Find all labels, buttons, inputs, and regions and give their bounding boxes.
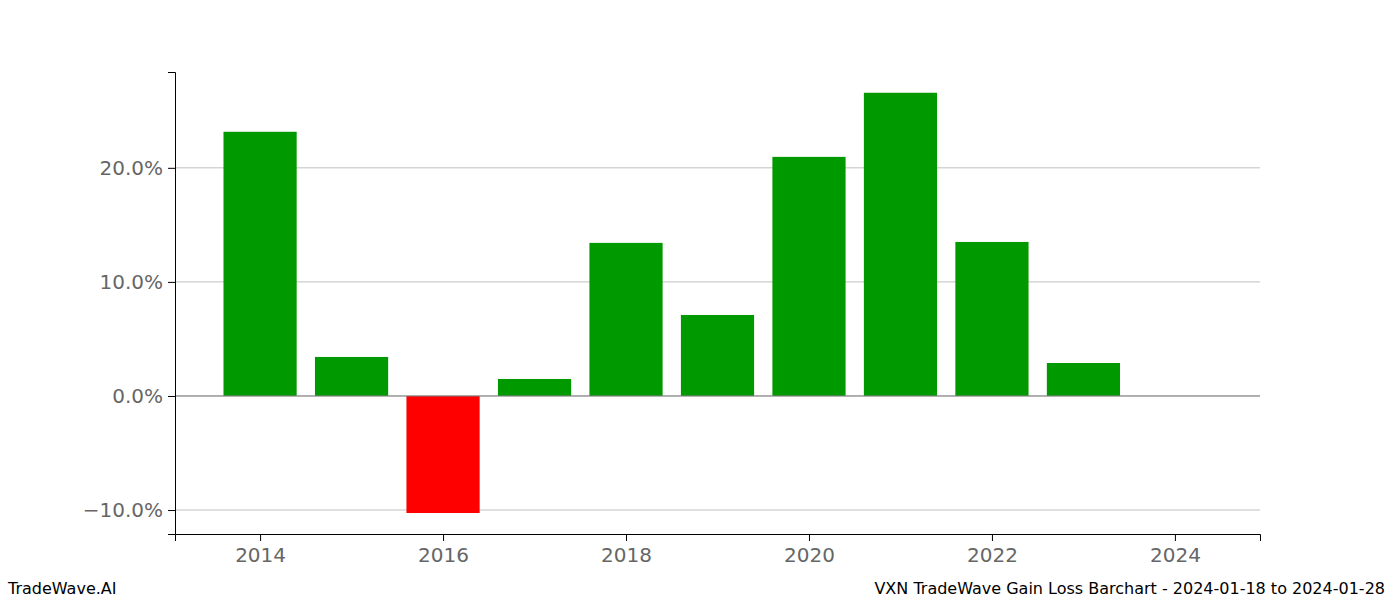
grid-line [175, 510, 1260, 511]
zero-line [175, 395, 1260, 396]
x-tick: 2020 [784, 534, 835, 567]
x-tick-label: 2024 [1150, 543, 1201, 567]
x-tick-label: 2016 [418, 543, 469, 567]
y-tick: 20.0% [99, 156, 175, 180]
bar [315, 357, 388, 396]
x-axis: 2014 2016 2018 2020 2022 2024 [176, 534, 1261, 567]
bar [1047, 363, 1120, 396]
y-axis-line [168, 73, 176, 535]
y-tick-mark [168, 510, 175, 511]
grid-line [175, 281, 1260, 282]
y-tick-label: −10.0% [83, 498, 163, 522]
y-tick-label: 0.0% [112, 384, 163, 408]
bar [772, 157, 845, 396]
x-tick: 2014 [235, 534, 286, 567]
y-tick-mark [168, 282, 175, 283]
x-tick-mark [809, 534, 810, 541]
x-tick: 2018 [601, 534, 652, 567]
x-tick-mark [626, 534, 627, 541]
grid-line [175, 395, 1260, 396]
y-tick-mark [168, 396, 175, 397]
title: VXN TradeWave Gain Loss Barchart - 2024-… [874, 579, 1385, 598]
y-tick-label: 10.0% [99, 270, 163, 294]
annotation: TradeWave.AI [7, 579, 116, 598]
y-tick: −10.0% [83, 498, 175, 522]
grid [175, 168, 1260, 510]
x-tick-label: 2018 [601, 543, 652, 567]
bar [223, 132, 296, 396]
y-axis: −10.0% 0.0% 10.0% 20.0% [83, 73, 176, 535]
x-tick-label: 2014 [235, 543, 286, 567]
grid-line [175, 167, 1260, 168]
y-tick-mark [168, 168, 175, 169]
x-tick-mark [260, 534, 261, 541]
x-axis-line [176, 535, 1261, 542]
y-tick: 10.0% [99, 270, 175, 294]
y-tick: 0.0% [112, 384, 175, 408]
chart: −10.0% 0.0% 10.0% 20.0% 2014 2016 2018 2020 2022… [0, 0, 1400, 600]
bar [498, 379, 571, 396]
bar [681, 315, 754, 396]
bar [406, 396, 479, 513]
y-tick-label: 20.0% [99, 156, 163, 180]
bar [864, 93, 937, 396]
x-tick-mark [1175, 534, 1176, 541]
x-tick: 2024 [1150, 534, 1201, 567]
bar [955, 242, 1028, 396]
x-tick: 2022 [967, 534, 1018, 567]
x-tick-label: 2020 [784, 543, 835, 567]
bar [589, 243, 662, 396]
x-tick-mark [443, 534, 444, 541]
x-tick: 2016 [418, 534, 469, 567]
bars [223, 93, 1120, 513]
x-tick-label: 2022 [967, 543, 1018, 567]
x-tick-mark [992, 534, 993, 541]
